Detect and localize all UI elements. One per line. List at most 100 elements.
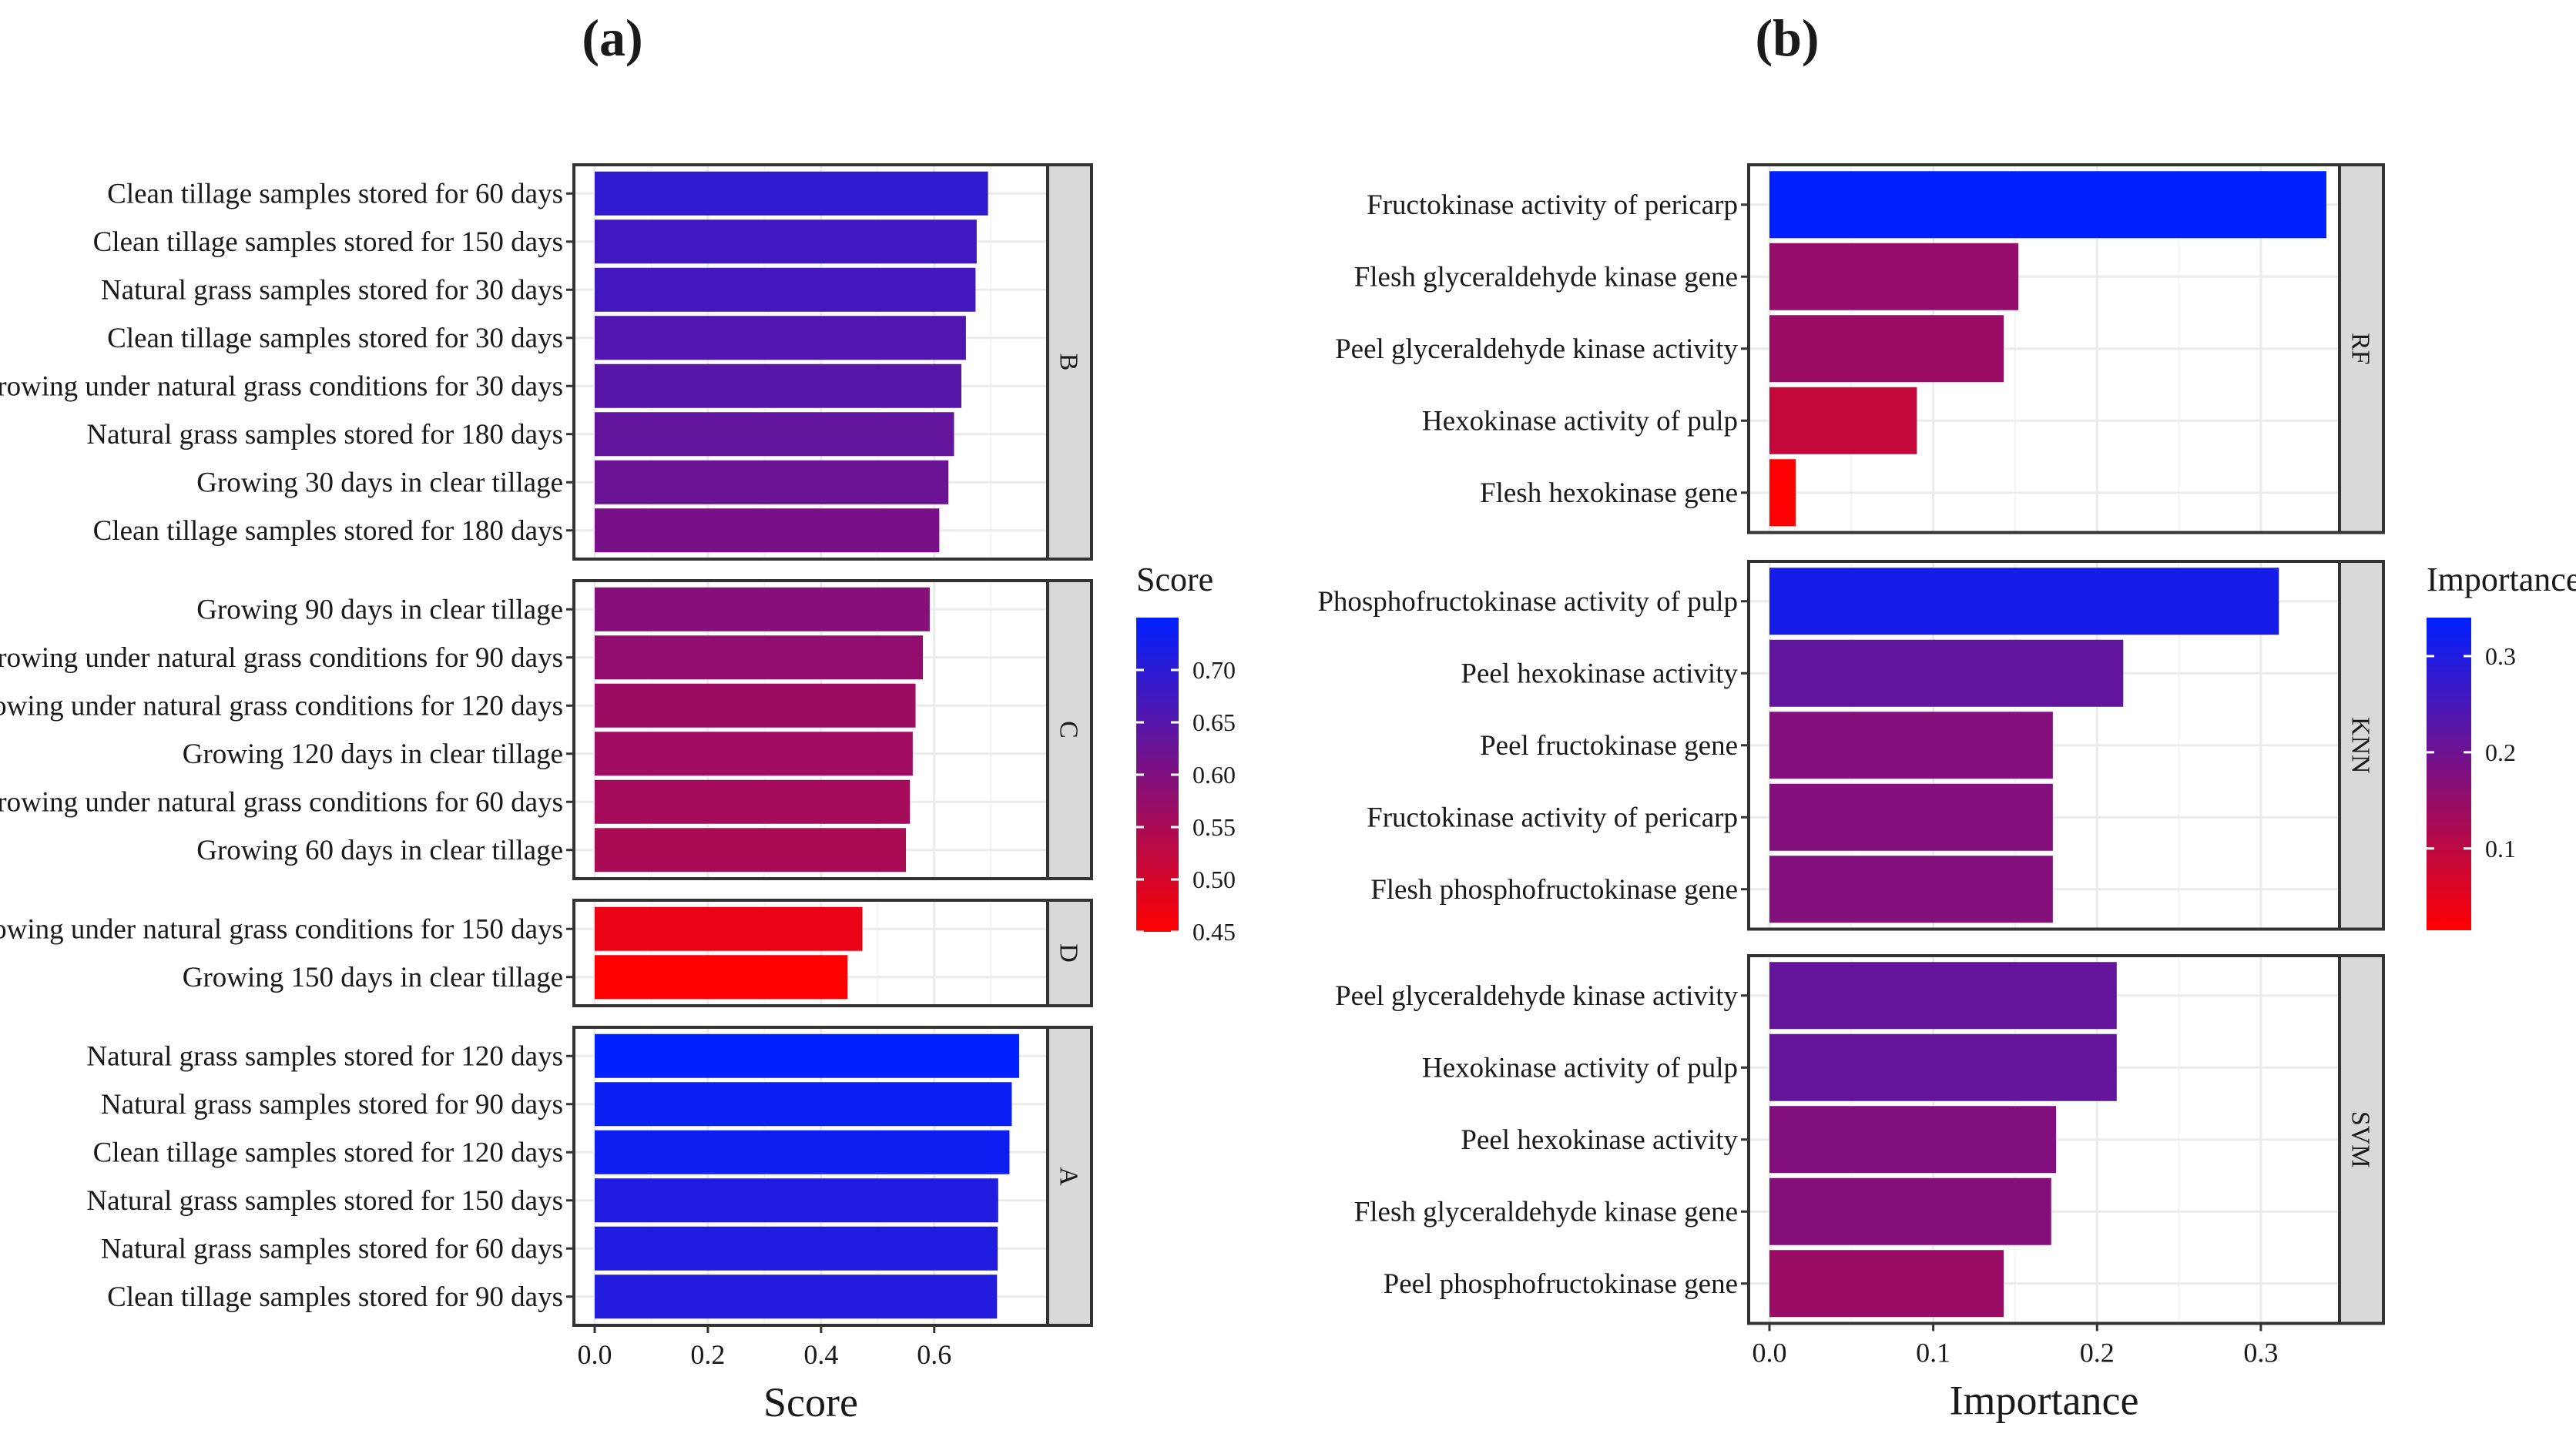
legend-tick-label: 0.3 xyxy=(2485,642,2516,670)
bar xyxy=(595,508,940,553)
bar xyxy=(1769,1177,2051,1245)
bar xyxy=(595,316,966,360)
bar xyxy=(595,683,916,728)
facet-strip xyxy=(2338,954,2385,1325)
legend-tick-label: 0.65 xyxy=(1192,708,1236,736)
category-label: Growing 150 days in clear tillage xyxy=(183,962,563,993)
facet-strip xyxy=(1046,163,1093,561)
category-label: Growing under natural grass conditions f… xyxy=(0,786,563,818)
facet-strip xyxy=(1046,899,1093,1007)
x-tick-label: 0.0 xyxy=(1753,1338,1787,1368)
facet-strip-label: A xyxy=(1055,1167,1083,1186)
category-label: Clean tillage samples stored for 150 day… xyxy=(93,226,563,258)
category-label: Flesh glyceraldehyde kinase gene xyxy=(1354,261,1738,293)
facet-strip-label: B xyxy=(1055,353,1083,371)
category-label: Peel glyceraldehyde kinase activity xyxy=(1335,980,1738,1012)
category-label: Peel hexokinase activity xyxy=(1461,1124,1738,1156)
bar xyxy=(595,906,863,951)
bar xyxy=(1769,1250,2004,1318)
bar xyxy=(1769,712,2053,779)
category-label: Flesh hexokinase gene xyxy=(1480,477,1738,509)
category-label: Growing 30 days in clear tillage xyxy=(196,467,563,498)
chart-a: Clean tillage samples stored for 60 days… xyxy=(0,163,1236,1425)
x-tick-label: 0.3 xyxy=(2243,1338,2278,1368)
legend-colorbar xyxy=(2427,618,2471,930)
bar xyxy=(595,460,949,504)
category-label: Natural grass samples stored for 60 days xyxy=(101,1233,563,1264)
facet-strip xyxy=(2338,560,2385,931)
facet-strip xyxy=(1046,1026,1093,1327)
bar xyxy=(595,1274,998,1319)
facet-strip-label: KNN xyxy=(2346,717,2375,774)
bar xyxy=(1769,459,1796,527)
legend-tick-label: 0.60 xyxy=(1192,761,1236,789)
category-label: Flesh phosphofructokinase gene xyxy=(1370,874,1738,906)
facet-a: Natural grass samples stored for 120 day… xyxy=(86,1026,1093,1327)
legend-title: Score xyxy=(1136,561,1213,598)
x-tick-label: 0.4 xyxy=(803,1339,838,1370)
category-label: Growing under natural grass conditions f… xyxy=(0,913,563,945)
facet-rf: Fructokinase activity of pericarp Flesh g… xyxy=(1335,163,2385,534)
facet-strip-label: RF xyxy=(2346,333,2375,365)
category-label: Clean tillage samples stored for 60 days xyxy=(107,178,563,209)
facet-c: Growing 90 days in clear tillage Growing … xyxy=(0,579,1093,880)
bar xyxy=(1769,962,2117,1030)
x-tick-label: 0.6 xyxy=(917,1339,951,1370)
category-label: Clean tillage samples stored for 120 day… xyxy=(93,1137,563,1168)
bar xyxy=(1769,315,2004,383)
facet-knn: Phosphofructokinase activity of pulp Peel… xyxy=(1317,560,2385,931)
category-label: Peel phosphofructokinase gene xyxy=(1384,1268,1738,1300)
chart-b: Fructokinase activity of pericarp Flesh g… xyxy=(1317,163,2576,1424)
facet-strip-label: SVM xyxy=(2346,1111,2375,1168)
x-axis-title: Importance xyxy=(1950,1378,2139,1424)
x-tick-label: 0.2 xyxy=(690,1339,725,1370)
facet-svm: Peel glyceraldehyde kinase activity Hexok… xyxy=(1335,954,2385,1325)
bar xyxy=(595,828,907,873)
bar xyxy=(595,1033,1019,1078)
x-tick-label: 0.1 xyxy=(1916,1338,1950,1368)
category-label: Growing under natural grass conditions f… xyxy=(0,370,563,402)
bar xyxy=(1769,387,1917,454)
bar xyxy=(595,1130,1010,1174)
category-label: Flesh glyceraldehyde kinase gene xyxy=(1354,1196,1738,1228)
legend-tick-label: 0.1 xyxy=(2485,835,2516,863)
bar xyxy=(595,1226,998,1271)
x-tick-label: 0.2 xyxy=(2080,1338,2115,1368)
bar xyxy=(1769,1033,2117,1101)
category-label: Peel glyceraldehyde kinase activity xyxy=(1335,333,1738,365)
category-label: Natural grass samples stored for 180 day… xyxy=(86,419,563,451)
category-label: Hexokinase activity of pulp xyxy=(1422,1052,1738,1084)
facet-strip-label: D xyxy=(1055,943,1083,963)
category-label: Natural grass samples stored for 90 days xyxy=(101,1089,563,1120)
facet-strip xyxy=(1046,579,1093,880)
legend-tick-label: 0.45 xyxy=(1192,918,1236,946)
category-label: Peel hexokinase activity xyxy=(1461,658,1738,689)
legend-tick-label: 0.2 xyxy=(2485,739,2516,766)
bar xyxy=(1769,783,2053,851)
legend-tick-label: 0.70 xyxy=(1192,656,1236,684)
facet-d: Growing under natural grass conditions f… xyxy=(0,899,1093,1007)
category-label: Phosphofructokinase activity of pulp xyxy=(1317,586,1738,618)
bar xyxy=(595,1082,1012,1127)
facet-b: Clean tillage samples stored for 60 days… xyxy=(0,163,1093,561)
bar xyxy=(595,412,954,457)
facet-strip xyxy=(2338,163,2385,534)
category-label: Clean tillage samples stored for 90 days xyxy=(107,1281,563,1313)
category-label: Hexokinase activity of pulp xyxy=(1422,405,1738,437)
bar xyxy=(595,363,962,408)
bar xyxy=(1769,856,2053,923)
category-label: Peel fructokinase gene xyxy=(1480,730,1738,762)
category-label: Growing under natural grass conditions f… xyxy=(0,690,563,722)
x-axis-title: Score xyxy=(763,1379,858,1425)
bar xyxy=(595,219,977,264)
bar xyxy=(595,635,924,680)
legend-tick-label: 0.55 xyxy=(1192,813,1236,841)
category-label: Growing under natural grass conditions f… xyxy=(0,642,563,674)
bar xyxy=(1769,171,2326,239)
panel-a-label: (a) xyxy=(582,8,642,67)
bar xyxy=(1769,639,2124,707)
x-tick-label: 0.0 xyxy=(578,1339,612,1370)
category-label: Natural grass samples stored for 150 day… xyxy=(86,1185,563,1217)
bar xyxy=(595,171,988,216)
